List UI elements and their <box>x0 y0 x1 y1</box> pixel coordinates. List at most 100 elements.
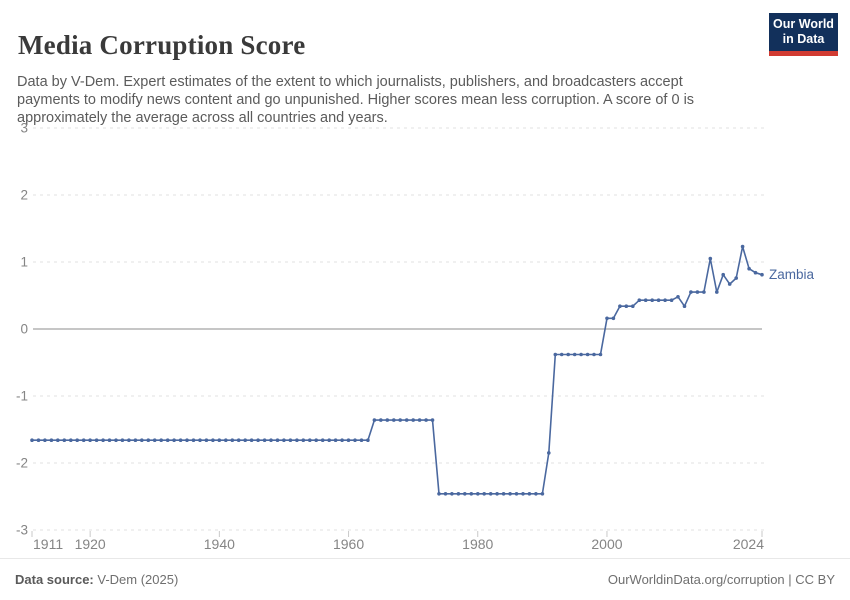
data-point <box>314 438 319 443</box>
data-point <box>476 492 480 496</box>
data-point <box>340 438 344 443</box>
data-point <box>450 492 454 496</box>
data-point <box>191 438 196 443</box>
data-point <box>631 304 635 309</box>
data-point <box>75 438 79 443</box>
x-tick-label: 1980 <box>462 536 493 552</box>
owid-logo-text: Our World in Data <box>769 13 838 51</box>
data-point <box>521 492 525 496</box>
y-tick-label: -3 <box>16 523 28 538</box>
x-tick-label: 1920 <box>75 536 106 552</box>
data-point <box>734 276 738 280</box>
data-point <box>501 492 506 496</box>
data-series: Zambia <box>30 244 815 496</box>
data-point <box>282 438 286 443</box>
data-point <box>424 418 428 422</box>
data-point <box>308 438 312 443</box>
data-point <box>262 438 267 443</box>
data-point <box>320 438 325 443</box>
owid-credit-link[interactable]: OurWorldinData.org/corruption | CC BY <box>607 572 835 587</box>
data-point <box>301 438 306 443</box>
data-point <box>695 290 700 294</box>
data-point <box>482 492 487 496</box>
x-tick-label: 2000 <box>591 536 622 552</box>
data-point <box>618 304 622 309</box>
data-point <box>456 492 461 496</box>
data-point <box>708 256 713 261</box>
data-point <box>527 492 532 496</box>
y-tick-label: 2 <box>20 188 28 203</box>
data-point <box>463 492 467 496</box>
y-axis-labels: 3 2 1 0 -1 -2 -3 <box>16 121 28 538</box>
data-point <box>327 438 332 443</box>
data-point <box>379 418 383 422</box>
data-point <box>236 438 241 443</box>
x-tick-label: 2024 <box>733 536 764 552</box>
y-tick-label: -1 <box>16 389 28 404</box>
data-point <box>715 290 719 294</box>
series-line <box>31 245 763 495</box>
data-point <box>534 492 538 496</box>
data-point <box>224 438 228 443</box>
data-point <box>437 492 441 496</box>
data-point <box>346 438 351 443</box>
data-point <box>404 418 409 422</box>
data-point <box>624 304 629 309</box>
data-point <box>398 418 403 422</box>
data-point <box>514 492 519 496</box>
y-tick-label: -2 <box>16 456 28 471</box>
data-point <box>592 352 596 357</box>
data-point <box>605 316 609 321</box>
data-point <box>88 438 92 443</box>
data-point <box>172 438 176 443</box>
data-point <box>392 418 396 422</box>
data-point <box>249 438 254 443</box>
data-point <box>120 438 125 443</box>
data-point <box>288 438 293 443</box>
owid-logo-line1: Our World <box>773 17 834 31</box>
data-point <box>101 438 105 443</box>
x-tick-label: 1960 <box>333 536 364 552</box>
x-tick-label: 1940 <box>204 536 235 552</box>
data-point <box>30 438 34 443</box>
data-point <box>256 438 260 443</box>
data-point <box>669 298 674 303</box>
data-point <box>94 438 99 443</box>
data-point <box>740 244 745 249</box>
data-point <box>747 266 751 271</box>
data-point <box>508 492 512 496</box>
footer-divider <box>0 558 850 559</box>
data-point <box>243 438 247 443</box>
data-point <box>559 352 564 357</box>
data-point <box>114 438 118 443</box>
data-point <box>43 438 47 443</box>
data-point <box>579 352 583 357</box>
data-point <box>333 438 338 443</box>
data-point <box>269 438 273 443</box>
data-point <box>721 272 725 277</box>
owid-logo-red-bar <box>769 51 838 56</box>
data-point <box>553 352 558 357</box>
data-point <box>469 492 474 496</box>
data-point <box>598 352 603 357</box>
data-point <box>727 282 732 286</box>
data-point <box>547 451 551 455</box>
data-point <box>49 438 54 443</box>
data-point <box>411 418 416 422</box>
x-axis: 1911 1920 1940 1960 1980 2000 2024 <box>31 531 764 552</box>
owid-logo[interactable]: Our World in Data <box>769 13 838 56</box>
data-point <box>495 492 499 496</box>
data-point <box>372 418 377 422</box>
data-point <box>133 438 138 443</box>
data-point <box>217 438 222 443</box>
data-point <box>159 438 163 443</box>
page-title: Media Corruption Score <box>18 30 306 61</box>
data-point <box>430 418 435 422</box>
gridlines <box>33 127 765 531</box>
data-point <box>275 438 280 443</box>
data-point <box>753 270 758 275</box>
data-point <box>295 438 299 443</box>
data-point <box>611 316 616 321</box>
series-label: Zambia <box>769 267 815 282</box>
